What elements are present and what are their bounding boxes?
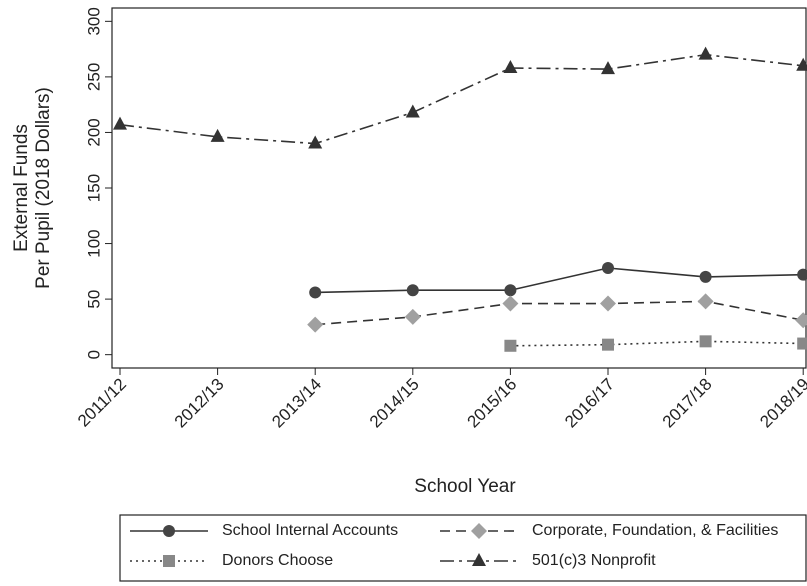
legend-label: Donors Choose <box>222 552 333 569</box>
marker <box>797 268 807 281</box>
y-axis-title: External Funds <box>11 124 32 252</box>
marker <box>504 284 517 297</box>
marker <box>405 104 420 118</box>
series-line <box>510 340 804 347</box>
marker <box>797 337 807 350</box>
series-line <box>315 300 804 326</box>
y-tick-label: 250 <box>84 63 103 91</box>
marker <box>503 60 518 73</box>
marker <box>406 284 419 297</box>
y-tick-label: 0 <box>84 350 103 359</box>
marker <box>309 286 322 299</box>
marker <box>504 339 517 352</box>
marker <box>113 116 127 130</box>
marker <box>699 335 712 348</box>
x-tick-label: 2014/15 <box>366 375 423 432</box>
marker <box>502 295 519 312</box>
marker <box>796 57 807 71</box>
y-tick-label: 100 <box>84 229 103 257</box>
series-line <box>315 267 804 294</box>
marker <box>404 308 421 325</box>
marker <box>699 270 712 283</box>
series-line <box>119 53 804 145</box>
plot-frame <box>111 7 807 369</box>
marker <box>697 293 714 310</box>
legend-marker <box>471 523 487 539</box>
marker <box>600 295 616 312</box>
x-tick-label: 2018/19 <box>756 375 807 432</box>
x-tick-label: 2013/14 <box>268 375 325 432</box>
x-tick-label: 2017/18 <box>659 375 716 432</box>
y-axis-title: Per Pupil (2018 Dollars) <box>33 87 54 289</box>
y-tick-label: 50 <box>84 290 103 309</box>
legend-label: School Internal Accounts <box>222 522 398 539</box>
x-axis-title: School Year <box>414 476 516 497</box>
x-tick-label: 2015/16 <box>464 375 521 432</box>
legend-marker <box>472 553 486 566</box>
y-tick-label: 300 <box>84 7 103 35</box>
marker <box>308 135 323 149</box>
marker <box>698 46 713 60</box>
legend-label: 501(c)3 Nonprofit <box>532 552 656 569</box>
legend-marker <box>163 525 175 537</box>
y-tick-label: 150 <box>84 174 103 202</box>
x-tick-label: 2012/13 <box>171 375 228 432</box>
marker <box>602 262 614 274</box>
x-tick-label: 2016/17 <box>561 375 618 432</box>
marker <box>795 312 807 329</box>
marker <box>210 128 225 142</box>
x-tick-label: 2011/12 <box>74 375 130 431</box>
legend-label: Corporate, Foundation, & Facilities <box>532 522 778 539</box>
marker <box>307 316 324 333</box>
legend-box <box>119 514 807 582</box>
y-tick-label: 200 <box>84 118 103 146</box>
marker <box>602 338 614 351</box>
marker <box>601 61 615 75</box>
legend-marker <box>163 555 175 567</box>
